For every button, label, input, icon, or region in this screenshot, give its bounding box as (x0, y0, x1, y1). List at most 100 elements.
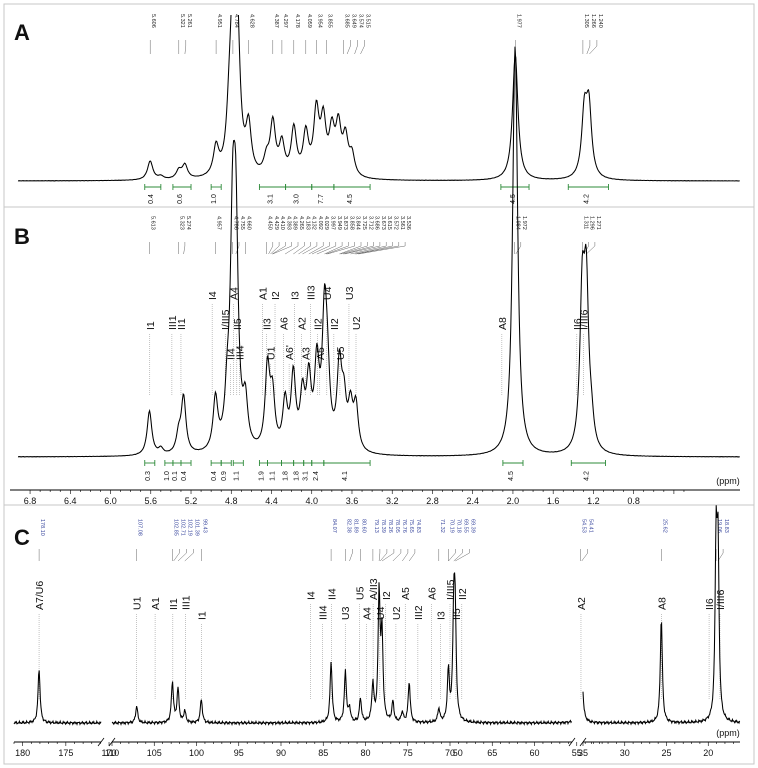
assignment-label: III4 (317, 605, 329, 620)
assignment-label: I4 (306, 591, 318, 600)
assignment-label: I/III5 (220, 309, 232, 330)
integral-value: 1.9 (259, 471, 266, 481)
axis-tick-label: 1.2 (587, 496, 600, 506)
peak-leader (173, 549, 180, 562)
assignment-label: II1 (176, 318, 188, 330)
peak-label: 78.26 (387, 519, 393, 533)
panel-a-peak-labels: 5.606 5.321 5.261 4.951 4.784 4.628 4.387 4.297… (149, 14, 603, 55)
peak-label: 4.297 (282, 14, 288, 28)
assignment-label: I/III6 (715, 589, 727, 610)
peak-label: 5.274 (185, 216, 191, 230)
panel-b-trace (17, 46, 740, 458)
axis-tick-label: 35 (578, 748, 588, 758)
axis-tick-label: 6.8 (24, 496, 37, 506)
peak-label: 4.660 (245, 216, 251, 230)
peak-label: 25.62 (661, 519, 667, 533)
peak-label: 75.65 (408, 519, 414, 533)
peak-label: 4.183 (304, 216, 310, 230)
assignment-label: II2 (329, 318, 341, 330)
integral-value: 1.0 (164, 471, 171, 481)
peak-leader (293, 242, 305, 255)
peak-leader (270, 242, 280, 255)
peak-label: 178.10 (39, 519, 45, 536)
peak-label: 3.855 (326, 14, 332, 28)
peak-leader (354, 242, 393, 255)
axis-break-mark (568, 737, 576, 747)
assignment-label: A/II3 (368, 578, 380, 600)
axis-tick-label: 95 (234, 748, 244, 758)
peak-leader (298, 242, 311, 255)
peak-leader (392, 549, 402, 562)
assignment-label: II3 (262, 318, 274, 330)
peak-label: 3.673 (380, 216, 386, 230)
integral-value: 4.2 (583, 471, 590, 481)
panel-b-ppm-axis: 6.8 6.4 6.0 5.6 5.2 4.8 4.4 4.0 3.6 3.2 2.8 2.4 2.0 1… (10, 476, 740, 506)
peak-label: 1.311 (582, 216, 588, 229)
peak-label: 79.13 (373, 519, 379, 533)
axis-tick-label: 4.0 (305, 496, 318, 506)
assignment-label: I3 (436, 611, 448, 620)
peak-label: 102.71 (179, 519, 185, 536)
integral-value: 0.3 (145, 471, 152, 481)
axis-break-mark (97, 737, 105, 747)
peak-leader (311, 242, 330, 255)
panel-c-13c-spectrum: C 178.10 107.08 102.85 102.71 102.19 101.39 99… (3, 504, 755, 765)
peak-leader (589, 40, 598, 55)
peak-leader (324, 242, 343, 255)
peak-label: 3.997 (330, 216, 336, 230)
assignment-label: A5 (400, 587, 412, 600)
axis-tick-label: 60 (529, 748, 539, 758)
peak-leader (183, 242, 186, 255)
panel-b-1h-spectrum: B 5.613 5.323 5.274 4.957 4.786 4.755 4.660 4.4… (3, 46, 755, 506)
peak-leader (327, 242, 355, 255)
integral-value: 0.4 (211, 471, 218, 481)
integral-value: 3.0 (294, 194, 301, 204)
axis-tick-label: 6.0 (104, 496, 117, 506)
assignment-label: A3 (301, 347, 313, 360)
axis-tick-label: 5.6 (145, 496, 158, 506)
peak-leader (381, 549, 395, 562)
integral-value: 1.1 (270, 471, 277, 481)
axis-tick-label: 3.2 (386, 496, 399, 506)
integral-value: 1.1 (233, 471, 240, 481)
axis-tick-label: 170 (102, 748, 117, 758)
assignment-label: A8 (497, 317, 509, 330)
assignment-label: U1 (132, 596, 144, 610)
axis-tick-label: 4.4 (265, 496, 278, 506)
axis-tick-label: 90 (276, 748, 286, 758)
peak-leader (360, 40, 365, 55)
peak-leader (302, 242, 318, 255)
axis-tick-label: 75 (403, 748, 413, 758)
panel-a-label: A (14, 20, 30, 45)
peak-leader (358, 242, 406, 255)
assignment-label: I3 (290, 291, 302, 300)
assignment-label: I/III6 (578, 309, 590, 330)
peak-label: 101.39 (193, 519, 199, 536)
peak-label: 1.977 (515, 14, 521, 28)
peak-label: 3.954 (316, 14, 322, 28)
peak-label: 84.07 (331, 519, 337, 533)
peak-label: 74.83 (415, 519, 421, 533)
peak-leader (235, 242, 240, 255)
axis-tick-label: 5.2 (185, 496, 198, 506)
axis-tick-label: 105 (147, 748, 162, 758)
integral-value: 1.8 (294, 471, 301, 481)
peak-label: 70.19 (448, 519, 454, 533)
peak-leader (316, 242, 337, 255)
assignment-label: A1 (150, 597, 162, 610)
axis-tick-label: 3.6 (346, 496, 359, 506)
assignment-label: U5 (355, 586, 367, 600)
assignment-label: U4 (375, 606, 387, 620)
peak-label: 3.515 (364, 14, 370, 28)
peak-label: 3.685 (343, 14, 349, 28)
peak-label: 4.628 (249, 14, 255, 28)
peak-leader (453, 549, 463, 562)
assignment-label: III2 (413, 605, 425, 620)
peak-label: 18.83 (723, 519, 729, 533)
panel-a-1h-spectrum: A 5.606 5.321 5.261 4.951 4.784 4.628 4.387 4.2… (3, 3, 755, 208)
assignment-label: U3 (340, 606, 352, 620)
assignment-label: II1 (168, 598, 180, 610)
peak-label: 78.05 (394, 519, 400, 533)
peak-label: 3.844 (355, 216, 361, 230)
